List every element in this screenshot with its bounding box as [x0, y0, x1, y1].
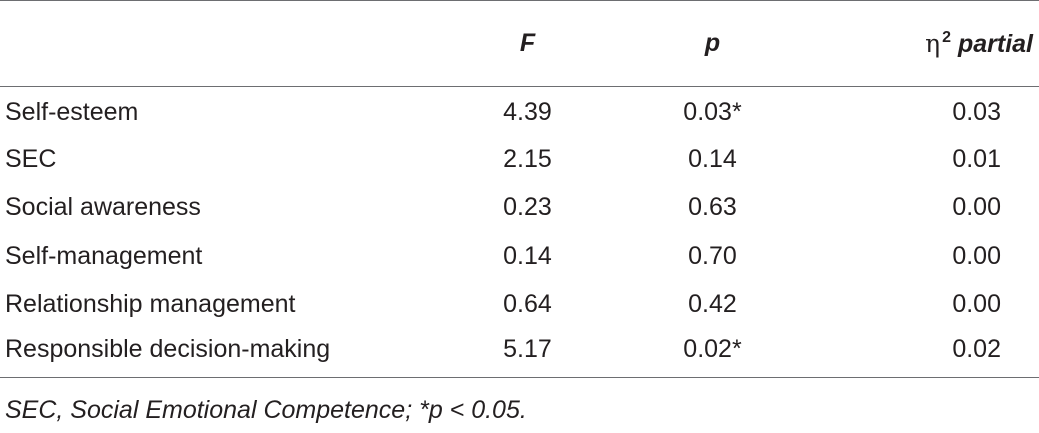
- row-p-value: 0.70: [688, 241, 737, 270]
- row-eta-value: 0.00: [952, 290, 1001, 319]
- row-f-value: 2.15: [503, 144, 552, 173]
- header-f: F: [519, 29, 536, 57]
- row-f-value: 4.39: [503, 97, 552, 126]
- header-eta-suffix: partial: [957, 29, 1033, 58]
- header-p: p: [704, 29, 721, 57]
- row-eta-value: 0.02: [952, 334, 1001, 363]
- table-row: Relationship management 0.64 0.42 0.00: [0, 281, 1039, 330]
- table-body: Self-esteem 4.39 0.03* 0.03 SEC 2.15 0.1…: [0, 87, 1039, 378]
- row-p-value: 0.63: [688, 193, 737, 222]
- row-f-value: 5.17: [503, 334, 552, 363]
- header-eta-symbol: η: [925, 28, 941, 58]
- row-eta-value: 0.00: [952, 241, 1001, 270]
- row-p-value: 0.03*: [683, 97, 742, 126]
- table-row: Self-esteem 4.39 0.03* 0.03: [0, 87, 1039, 136]
- table-row: Responsible decision-making 5.17 0.02* 0…: [0, 329, 1039, 378]
- row-label: SEC: [5, 144, 57, 173]
- row-p-value: 0.42: [688, 290, 737, 319]
- row-eta-value: 0.03: [952, 97, 1001, 126]
- row-eta-value: 0.00: [952, 193, 1001, 222]
- table-row: SEC 2.15 0.14 0.01: [0, 135, 1039, 184]
- row-label: Self-esteem: [5, 97, 139, 126]
- row-label: Social awareness: [5, 193, 201, 222]
- header-label: [0, 1, 430, 87]
- row-label: Relationship management: [5, 290, 296, 319]
- row-label: Self-management: [5, 241, 203, 270]
- header-eta-sup: 2: [942, 28, 952, 46]
- table-row: Self-management 0.14 0.70 0.00: [0, 232, 1039, 281]
- row-eta-value: 0.01: [952, 144, 1001, 173]
- row-f-value: 0.64: [503, 290, 552, 319]
- table-footnote: SEC, Social Emotional Competence; *p < 0…: [5, 396, 527, 424]
- table-row: Social awareness 0.23 0.63 0.00: [0, 184, 1039, 233]
- row-p-value: 0.14: [688, 144, 737, 173]
- row-label: Responsible decision-making: [5, 334, 331, 363]
- row-p-value: 0.02*: [683, 334, 742, 363]
- row-f-value: 0.14: [503, 241, 552, 270]
- row-f-value: 0.23: [503, 193, 552, 222]
